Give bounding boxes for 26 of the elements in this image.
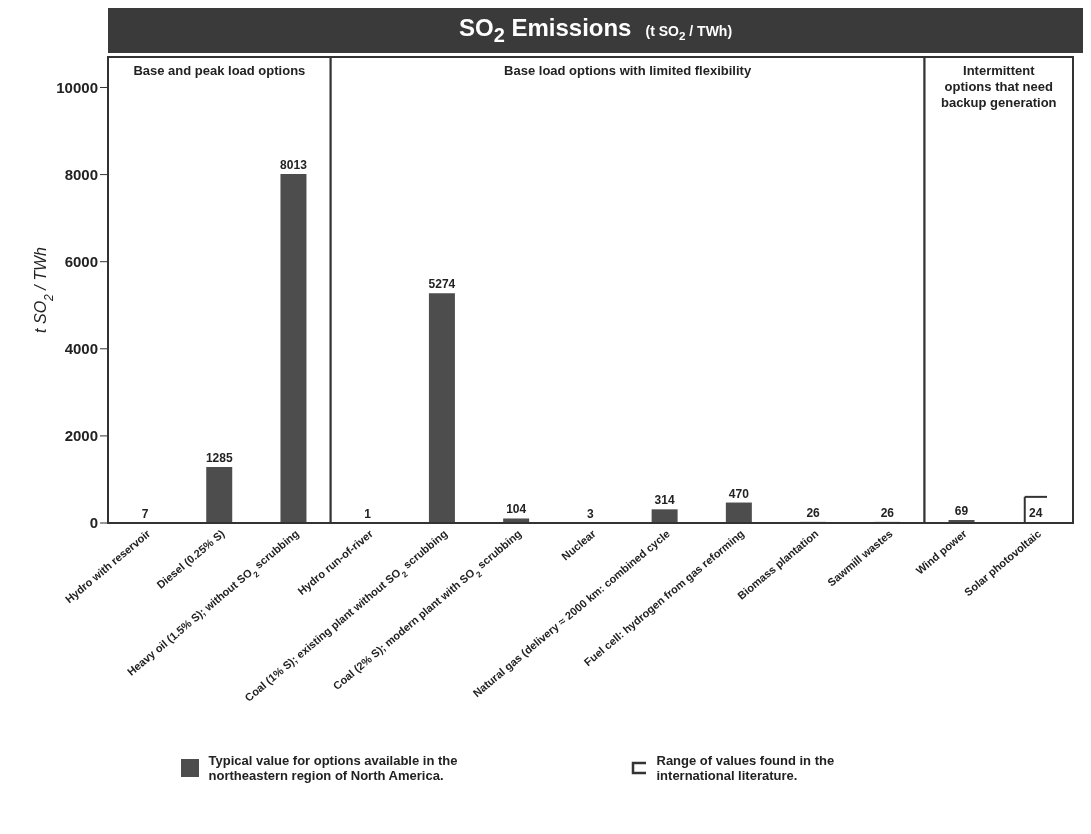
data-label: 104 [506, 502, 527, 517]
chart-subtitle: (t SO$_{2}$ / TWh) [645, 23, 733, 42]
data-label: 5274 [428, 277, 456, 292]
band-label: Base load options with limited flexibility [504, 62, 752, 78]
data-label: 26 [806, 505, 821, 520]
data-label: 470 [728, 486, 750, 501]
band-label: Base and peak load options [133, 62, 306, 78]
y-tick-label: 10000 [56, 78, 98, 96]
y-tick-label: 2000 [64, 427, 98, 445]
data-label: 24 [1029, 505, 1043, 520]
y-tick-label: 0 [89, 514, 98, 532]
band-label: Intermittent options that need backup generation [940, 62, 1057, 110]
text: Range of values found in the international literature. [656, 752, 836, 783]
legend-label: Typical value for options available in the northeastern region of North America. [208, 752, 459, 783]
data-label: 1285 [205, 450, 233, 465]
chart-title: SO$_{2}$ Emissions [458, 14, 632, 46]
y-tick-label: 6000 [64, 252, 98, 270]
y-tick-label: 4000 [64, 339, 98, 357]
data-label: 1 [364, 506, 372, 521]
data-label: 314 [654, 493, 675, 508]
data-label: 69 [954, 503, 969, 518]
data-label: 8013 [280, 157, 308, 172]
data-label: 7 [141, 506, 149, 521]
data-label: 3 [587, 506, 595, 521]
data-label: 26 [880, 505, 895, 520]
y-tick-label: 8000 [64, 165, 98, 183]
